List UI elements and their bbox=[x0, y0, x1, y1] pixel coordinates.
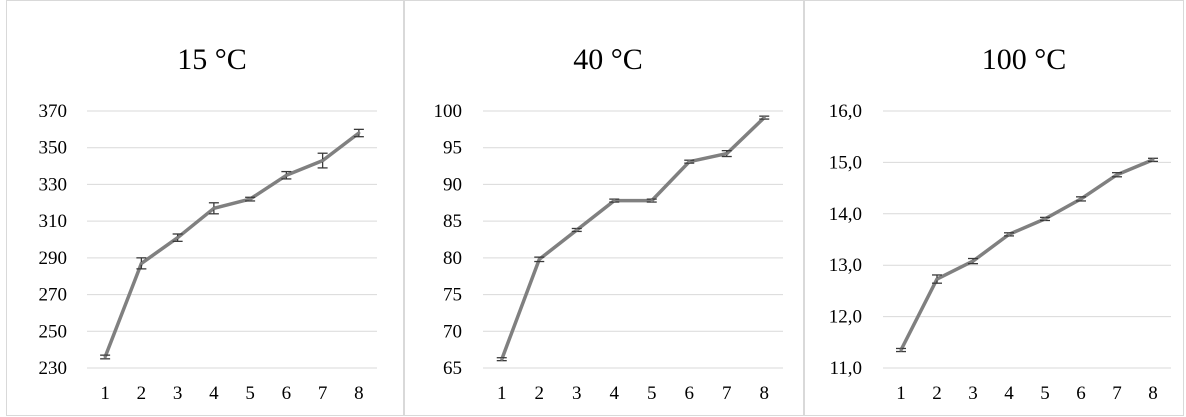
x-tick-label: 2 bbox=[932, 383, 942, 404]
data-point bbox=[139, 261, 143, 265]
data-point bbox=[650, 199, 654, 203]
x-tick-label: 3 bbox=[572, 383, 582, 404]
x-tick-label: 6 bbox=[282, 383, 292, 404]
data-point bbox=[357, 131, 361, 135]
chart-panel-40c: 40 °C 65 70 75 80 85 90 95 100 1 2 3 4 5 6 7 8 bbox=[404, 0, 804, 416]
x-tick-label: 5 bbox=[647, 383, 657, 404]
x-tick-label: 4 bbox=[209, 383, 219, 404]
y-tick-label: 13,0 bbox=[829, 255, 862, 276]
x-tick-label: 1 bbox=[100, 383, 110, 404]
y-tick-label: 85 bbox=[443, 211, 462, 232]
x-tick-label: 7 bbox=[722, 383, 732, 404]
y-tick-label: 290 bbox=[39, 248, 68, 269]
x-tick-label: 2 bbox=[137, 383, 147, 404]
data-point bbox=[935, 277, 939, 281]
data-point bbox=[1115, 173, 1119, 177]
chart-title: 40 °C bbox=[573, 43, 643, 76]
x-tick-label: 7 bbox=[1112, 383, 1122, 404]
chart-40c: 40 °C 65 70 75 80 85 90 95 100 1 2 3 4 5 6 7 8 bbox=[434, 43, 783, 404]
x-tick-label: 8 bbox=[760, 383, 770, 404]
x-tick-label: 1 bbox=[497, 383, 507, 404]
x-tick-label: 5 bbox=[245, 383, 255, 404]
x-tick-label: 8 bbox=[354, 383, 364, 404]
y-tick-label: 14,0 bbox=[829, 204, 862, 225]
y-tick-label: 15,0 bbox=[829, 152, 862, 173]
data-point bbox=[500, 357, 504, 361]
x-tick-label: 6 bbox=[1076, 383, 1086, 404]
x-tick-label: 3 bbox=[968, 383, 978, 404]
x-tick-label: 6 bbox=[685, 383, 695, 404]
data-point bbox=[103, 355, 107, 359]
series-line bbox=[500, 116, 766, 360]
data-point bbox=[321, 159, 325, 163]
x-tick-label: 8 bbox=[1148, 383, 1158, 404]
chart-panel-100c: 100 °C 11,0 12,0 13,0 14,0 15,0 16,0 1 2 3 4 5 6 7 8 bbox=[804, 0, 1184, 416]
data-point bbox=[1151, 158, 1155, 162]
data-point bbox=[537, 257, 541, 261]
chart-100c: 100 °C 11,0 12,0 13,0 14,0 15,0 16,0 1 2 3 4 5 6 7 8 bbox=[829, 43, 1171, 404]
data-point bbox=[284, 173, 288, 177]
y-tick-label: 90 bbox=[443, 174, 462, 195]
y-tick-label: 11,0 bbox=[829, 358, 862, 379]
data-point bbox=[899, 348, 903, 352]
x-tick-label: 5 bbox=[1040, 383, 1050, 404]
y-tick-label: 100 bbox=[434, 101, 463, 122]
y-tick-label: 95 bbox=[443, 138, 462, 159]
y-tick-label: 330 bbox=[39, 174, 68, 195]
chart-title: 100 °C bbox=[982, 43, 1067, 76]
y-tick-label: 370 bbox=[39, 101, 68, 122]
data-point bbox=[687, 160, 691, 164]
x-tick-label: 4 bbox=[610, 383, 620, 404]
data-point bbox=[762, 116, 766, 120]
data-point bbox=[1043, 217, 1047, 221]
y-tick-label: 310 bbox=[39, 211, 68, 232]
y-tick-label: 250 bbox=[39, 321, 68, 342]
data-point bbox=[612, 199, 616, 203]
y-tick-label: 270 bbox=[39, 285, 68, 306]
data-point bbox=[1007, 232, 1011, 236]
data-point bbox=[971, 259, 975, 263]
data-point bbox=[575, 228, 579, 232]
y-tick-label: 75 bbox=[443, 285, 462, 306]
series-line bbox=[899, 158, 1154, 351]
data-point bbox=[176, 236, 180, 240]
chart-title: 15 °C bbox=[177, 43, 247, 76]
x-tick-label: 3 bbox=[173, 383, 183, 404]
y-tick-label: 230 bbox=[39, 358, 68, 379]
y-tick-label: 16,0 bbox=[829, 101, 862, 122]
data-point bbox=[1079, 197, 1083, 201]
x-tick-label: 1 bbox=[896, 383, 906, 404]
data-point bbox=[248, 197, 252, 201]
y-tick-label: 65 bbox=[443, 358, 462, 379]
x-tick-label: 7 bbox=[318, 383, 328, 404]
x-tick-label: 4 bbox=[1004, 383, 1014, 404]
series-line bbox=[103, 131, 360, 358]
y-tick-label: 80 bbox=[443, 248, 462, 269]
y-tick-label: 12,0 bbox=[829, 307, 862, 328]
data-point bbox=[212, 206, 216, 210]
chart-panel-15c: 15 °C 230 250 270 290 310 330 350 370 1 2 3 4 5 6 7 8 bbox=[6, 0, 404, 416]
data-point bbox=[725, 152, 729, 156]
x-tick-label: 2 bbox=[535, 383, 545, 404]
y-tick-label: 350 bbox=[39, 138, 68, 159]
y-tick-label: 70 bbox=[443, 321, 462, 342]
chart-15c: 15 °C 230 250 270 290 310 330 350 370 1 2 3 4 5 6 7 8 bbox=[39, 43, 377, 404]
